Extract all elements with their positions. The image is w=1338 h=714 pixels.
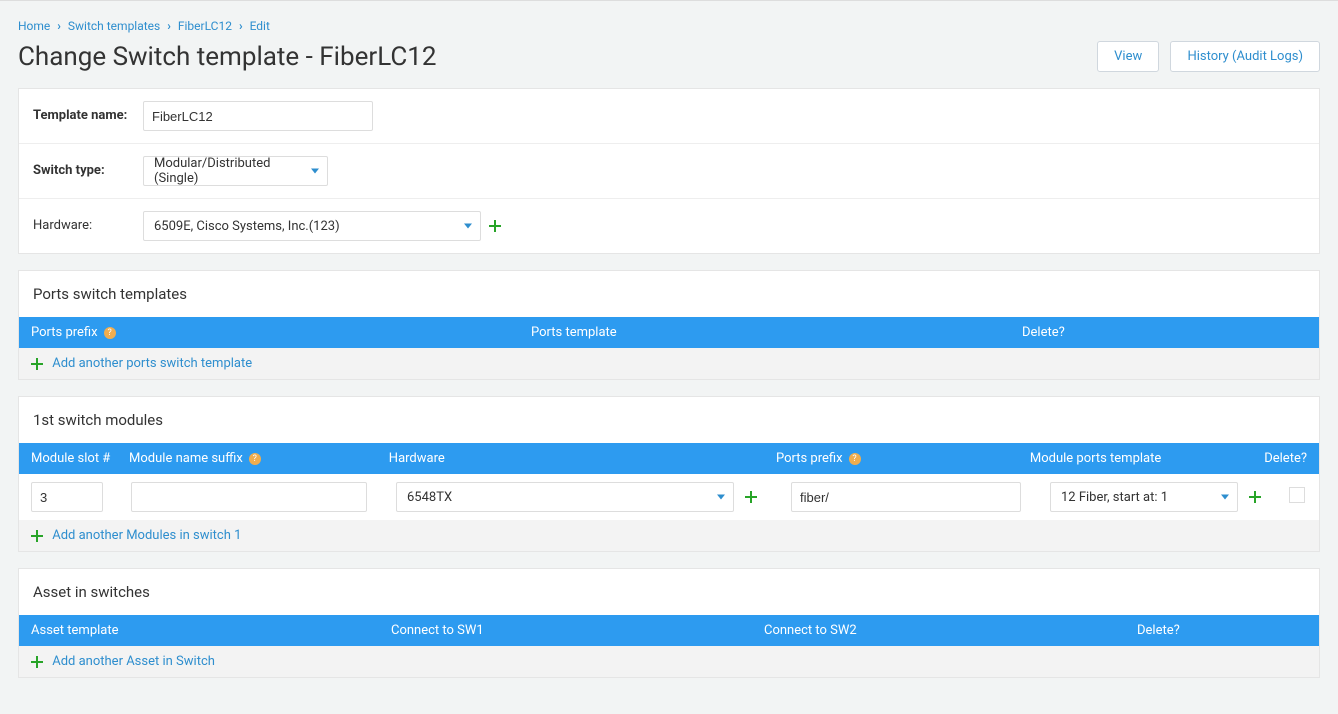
page-title: Change Switch template - FiberLC12 (18, 42, 437, 72)
add-asset-link[interactable]: Add another Asset in Switch (52, 654, 215, 669)
modules-title: 1st switch modules (19, 397, 1319, 443)
module-delete-checkbox[interactable] (1289, 487, 1305, 503)
module-ports-prefix-input[interactable] (791, 482, 1021, 512)
module-slot-input[interactable] (31, 482, 103, 512)
col-module-ports-prefix: Ports prefix (776, 451, 843, 466)
breadcrumb-templates[interactable]: Switch templates (68, 19, 160, 33)
chevron-down-icon (311, 169, 319, 174)
plus-icon (31, 530, 43, 542)
hardware-select[interactable]: 6509E, Cisco Systems, Inc.(123) (143, 211, 481, 241)
plus-icon (31, 656, 43, 668)
breadcrumb-sep: › (167, 19, 171, 33)
help-icon[interactable]: ? (849, 453, 861, 465)
hardware-value: 6509E, Cisco Systems, Inc.(123) (154, 219, 340, 234)
switch-type-label: Switch type: (33, 163, 143, 180)
template-form-panel: Template name: Switch type: Modular/Dist… (18, 88, 1320, 254)
col-module-slot: Module slot # (31, 451, 110, 466)
switch-type-select[interactable]: Modular/Distributed (Single) (143, 156, 328, 186)
breadcrumb-item[interactable]: FiberLC12 (178, 19, 232, 33)
switch-type-value: Modular/Distributed (Single) (154, 156, 301, 186)
breadcrumb-sep: › (57, 19, 61, 33)
breadcrumb-home[interactable]: Home (18, 19, 50, 33)
history-button[interactable]: History (Audit Logs) (1170, 41, 1320, 72)
ports-templates-section: Ports switch templates Ports prefix ? Po… (18, 270, 1320, 380)
add-hardware-icon[interactable] (489, 220, 501, 232)
plus-icon (31, 358, 43, 370)
col-module-suffix: Module name suffix (129, 451, 243, 466)
assets-header: Asset template Connect to SW1 Connect to… (19, 615, 1319, 646)
modules-header: Module slot # Module name suffix ? Hardw… (19, 443, 1319, 474)
assets-section: Asset in switches Asset template Connect… (18, 568, 1320, 678)
page-actions: View History (Audit Logs) (1089, 41, 1320, 72)
module-hardware-value: 6548TX (407, 490, 452, 505)
module-ports-template-select[interactable]: 12 Fiber, start at: 1 (1050, 482, 1238, 512)
add-module-hardware-icon[interactable] (745, 491, 757, 503)
col-module-delete: Delete? (1264, 451, 1307, 466)
help-icon[interactable]: ? (104, 327, 116, 339)
view-button[interactable]: View (1097, 41, 1159, 72)
col-module-ports-template: Module ports template (1030, 451, 1161, 466)
chevron-down-icon (717, 495, 725, 500)
modules-add-row: Add another Modules in switch 1 (19, 520, 1319, 551)
col-ports-prefix: Ports prefix (31, 325, 98, 340)
col-module-hardware: Hardware (389, 451, 445, 466)
module-hardware-select[interactable]: 6548TX (396, 482, 734, 512)
breadcrumb: Home › Switch templates › FiberLC12 › Ed… (18, 19, 1320, 33)
chevron-down-icon (1221, 495, 1229, 500)
template-name-input[interactable] (143, 101, 373, 131)
module-row: 6548TX 12 Fiber, start at: 1 (19, 474, 1319, 520)
col-ports-template: Ports template (531, 325, 617, 340)
breadcrumb-current: Edit (250, 19, 270, 33)
chevron-down-icon (464, 224, 472, 229)
add-ports-template-link[interactable]: Add another ports switch template (52, 356, 252, 371)
help-icon[interactable]: ? (249, 453, 261, 465)
module-ports-template-value: 12 Fiber, start at: 1 (1061, 490, 1168, 505)
col-ports-delete: Delete? (1022, 325, 1065, 340)
add-module-ports-template-icon[interactable] (1249, 491, 1261, 503)
hardware-label: Hardware: (33, 218, 143, 235)
template-name-label: Template name: (33, 108, 143, 125)
ports-add-row: Add another ports switch template (19, 348, 1319, 379)
add-module-link[interactable]: Add another Modules in switch 1 (52, 528, 241, 543)
assets-title: Asset in switches (19, 569, 1319, 615)
module-suffix-input[interactable] (131, 482, 367, 512)
breadcrumb-sep: › (239, 19, 243, 33)
modules-section: 1st switch modules Module slot # Module … (18, 396, 1320, 552)
assets-add-row: Add another Asset in Switch (19, 646, 1319, 677)
ports-templates-header: Ports prefix ? Ports template Delete? (19, 317, 1319, 348)
ports-templates-title: Ports switch templates (19, 271, 1319, 317)
